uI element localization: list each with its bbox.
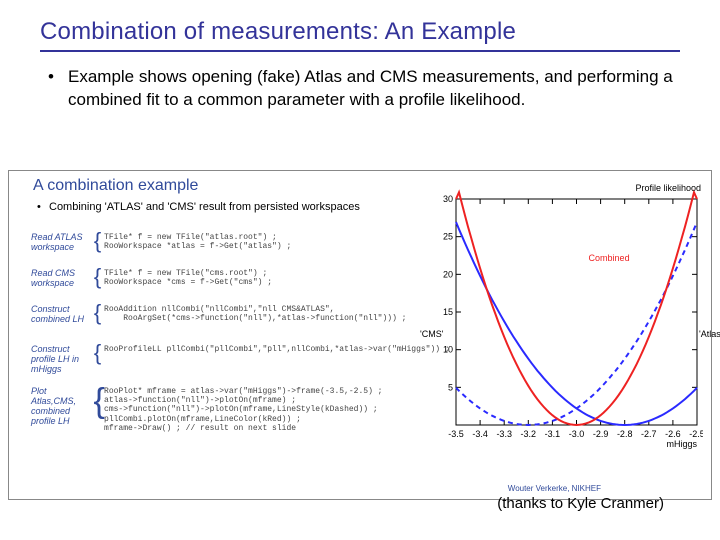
svg-text:-2.5: -2.5 — [689, 429, 703, 439]
step-label: Plot Atlas,CMS, combined profile LH — [31, 387, 91, 427]
x-axis-label: mHiggs — [666, 439, 697, 449]
step-label: Read ATLAS workspace — [31, 233, 91, 253]
step-label: Read CMS workspace — [31, 269, 91, 289]
svg-text:-2.6: -2.6 — [665, 429, 681, 439]
step-read-cms: Read CMS workspace { TFile* f = new TFil… — [31, 269, 272, 289]
svg-text:25: 25 — [443, 232, 453, 242]
page-title: Combination of measurements: An Example — [40, 18, 680, 52]
svg-text:20: 20 — [443, 269, 453, 279]
step-code: TFile* f = new TFile("cms.root") ; RooWo… — [104, 269, 272, 287]
step-code: RooProfileLL pllCombi("pllCombi","pll",n… — [104, 345, 450, 354]
step-construct-profile: Construct profile LH in mHiggs { RooProf… — [31, 345, 450, 375]
brace-icon: { — [94, 271, 102, 282]
svg-text:-2.7: -2.7 — [641, 429, 657, 439]
svg-text:10: 10 — [443, 345, 453, 355]
svg-text:5: 5 — [448, 382, 453, 392]
step-read-atlas: Read ATLAS workspace { TFile* f = new TF… — [31, 233, 291, 253]
label-atlas: 'Atlas' — [699, 329, 720, 339]
svg-text:15: 15 — [443, 307, 453, 317]
main-bullet: Example shows opening (fake) Atlas and C… — [68, 66, 680, 112]
svg-text:-3.3: -3.3 — [496, 429, 512, 439]
plot-svg: 51015202530-3.5-3.4-3.3-3.2-3.1-3.0-2.9-… — [428, 187, 703, 447]
svg-text:-3.5: -3.5 — [448, 429, 464, 439]
step-construct-combined: Construct combined LH { RooAddition nllC… — [31, 305, 406, 325]
profile-likelihood-plot: Profile likelihood 51015202530-3.5-3.4-3… — [428, 187, 703, 447]
step-label: Construct profile LH in mHiggs — [31, 345, 91, 375]
step-plot: Plot Atlas,CMS, combined profile LH { Ro… — [31, 387, 382, 433]
y-axis-label: Profile likelihood — [635, 183, 701, 193]
label-combined: Combined — [589, 253, 630, 263]
step-label: Construct combined LH — [31, 305, 91, 325]
brace-icon: { — [94, 235, 102, 246]
svg-text:-3.4: -3.4 — [472, 429, 488, 439]
svg-text:-2.8: -2.8 — [617, 429, 633, 439]
inner-footer: Wouter Verkerke, NIKHEF — [508, 484, 601, 493]
inner-slide: A combination example Combining 'ATLAS' … — [8, 170, 712, 500]
step-code: TFile* f = new TFile("atlas.root") ; Roo… — [104, 233, 291, 251]
step-code: RooPlot* mframe = atlas->var("mHiggs")->… — [104, 387, 382, 433]
brace-icon: { — [94, 347, 102, 358]
svg-text:-2.9: -2.9 — [593, 429, 609, 439]
brace-icon: { — [94, 307, 102, 318]
step-code: RooAddition nllCombi("nllCombi","nll CMS… — [104, 305, 406, 323]
label-cms: 'CMS' — [420, 329, 443, 339]
brace-icon: { — [94, 393, 102, 410]
inner-bullet: Combining 'ATLAS' and 'CMS' result from … — [49, 201, 360, 213]
svg-text:-3.1: -3.1 — [545, 429, 561, 439]
thanks-line: (thanks to Kyle Cranmer) — [497, 495, 664, 512]
svg-text:30: 30 — [443, 194, 453, 204]
svg-text:-3.2: -3.2 — [521, 429, 537, 439]
inner-title: A combination example — [33, 177, 198, 195]
svg-text:-3.0: -3.0 — [569, 429, 585, 439]
